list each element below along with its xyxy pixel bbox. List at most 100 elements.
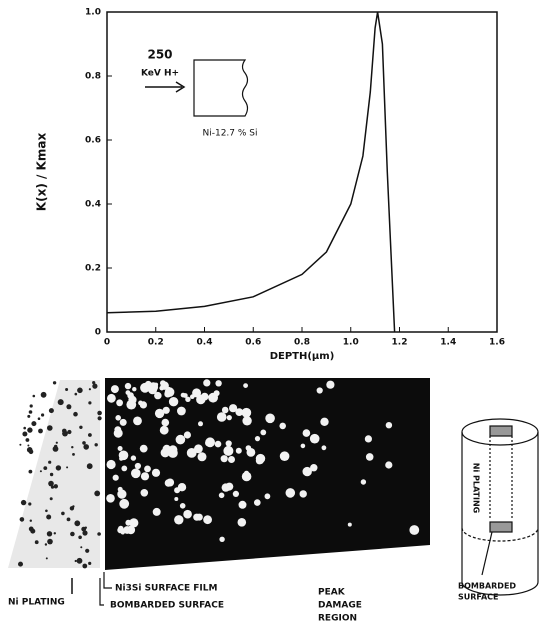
micro-dot [25,438,30,442]
x-tick-label: 1.4 [440,338,456,348]
micro-dot [300,443,306,449]
label: SURFACE [458,593,499,602]
micro-dot [117,526,124,534]
micro-dot [242,416,252,426]
micro-dot [121,465,128,472]
micro-dot [214,440,222,448]
micro-dot [309,433,320,444]
micro-dot [302,429,311,437]
micro-dot [128,395,137,404]
y-tick-label: 0.2 [85,264,101,274]
micro-dot [162,406,170,414]
micro-dot [116,399,123,407]
micro-dot [177,406,186,416]
micro-dot [43,466,48,470]
micro-dot [254,436,261,442]
micro-dot [174,515,184,525]
micro-dot [241,407,252,418]
micro-dot [40,391,47,398]
micro-dot [27,444,30,447]
micro-dot [264,493,271,500]
micro-dot [162,444,171,453]
micro-dot [235,408,244,416]
micro-dot [154,408,165,419]
micro-dot [409,525,420,535]
cylinder-diagram [461,418,539,596]
micro-dot [228,456,235,463]
micro-dot [164,390,172,398]
annotation: Ni-12.7 % Si [202,129,257,139]
micro-dot [28,502,32,506]
micro-dot [320,417,329,426]
micro-dot [48,460,52,464]
micro-dot [255,457,263,465]
label: PEAK [318,588,346,598]
micro-dot [175,434,186,445]
y-axis-label: K(x) / Kmax [35,133,49,212]
micro-dot [49,472,54,477]
label: BOMBARDED SURFACE [110,601,224,611]
micro-dot [238,500,247,509]
micro-dot [225,482,234,491]
micro-dot [19,443,22,446]
micro-dot [71,446,74,449]
micro-dot [55,441,58,444]
micro-dot [66,404,72,410]
micro-dot [83,444,89,450]
micro-dot [94,443,98,447]
micro-dot [115,415,121,421]
micro-dot [192,388,202,398]
micro-dot [47,538,53,545]
micro-dot [203,515,213,525]
sample-box [193,59,249,117]
micro-dot [124,382,132,390]
micro-dot [229,404,238,413]
micro-dot [161,418,170,427]
micro-dot [197,452,207,462]
micro-dot [119,498,130,509]
micro-dot [302,466,312,477]
label: Ni3Si SURFACE FILM [115,584,217,594]
micro-dot [82,530,88,536]
y-tick-label: 0 [95,328,101,338]
micro-dot [92,383,98,389]
micro-dot [74,559,77,563]
micro-dot [46,514,52,520]
micro-dot [27,427,33,433]
micro-dot [183,509,192,519]
micro-dot [151,468,161,477]
micro-dot [82,441,86,445]
micro-dot [106,459,116,470]
micro-dot [218,492,225,499]
micro-dot [119,418,127,426]
micro-dot [183,431,191,439]
micro-dot [177,483,187,492]
micro-dot [97,532,101,536]
micro-dot [221,406,229,414]
micro-dot [80,546,83,549]
micro-dot [22,431,28,437]
micro-dot [185,396,191,402]
micro-dot [215,380,222,387]
micro-dot [53,484,58,489]
micro-dot [245,445,252,451]
annotation: KeV H+ [141,69,179,79]
x-tick-label: 0.6 [245,338,261,348]
micro-dot [62,430,68,437]
micro-dot [139,444,148,453]
micro-dot [186,448,197,458]
micro-dot [84,526,88,529]
micro-dot [112,474,119,481]
micro-dot [148,382,159,392]
micro-dot [29,404,33,408]
micro-dot [88,433,92,437]
micro-dot [265,413,275,424]
micro-dot [134,462,141,470]
micro-dot [129,518,139,528]
y-tick-label: 0.6 [85,136,101,146]
micro-dot [140,382,150,393]
micro-dot [65,388,69,391]
micro-dot [260,429,267,436]
micro-dot [385,422,393,429]
micro-dot [46,531,53,537]
